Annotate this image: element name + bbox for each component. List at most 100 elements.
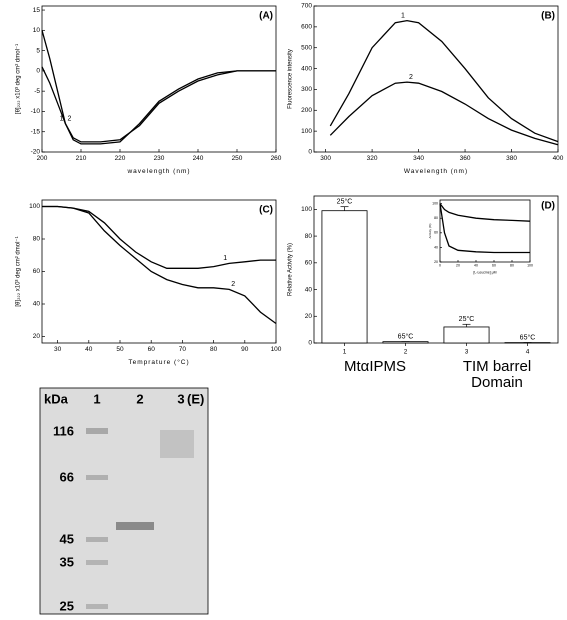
gel-panel: kDa 1 2 3 (E) 116 66 45 35 25 bbox=[39, 387, 209, 615]
bar bbox=[321, 210, 368, 344]
series-label: 2 bbox=[409, 74, 413, 81]
y-axis-label: [θ]₂₂₂ x10³ deg cm² dmol⁻¹ bbox=[16, 236, 22, 306]
marker-band bbox=[86, 560, 108, 565]
chart-panel: 20 40 60 80 100 (C) [θ]₂₂₂ x10³ deg cm² dmol⁻¹… bbox=[16, 199, 282, 366]
y-tick-label: 60 bbox=[434, 231, 438, 235]
y-tick-label: 0 bbox=[308, 340, 312, 347]
y-tick-label: 20 bbox=[305, 313, 313, 320]
x-tick-label: 60 bbox=[492, 263, 496, 267]
y-tick-label: 20 bbox=[33, 333, 41, 340]
data-line bbox=[42, 205, 276, 269]
x-tick-label: 40 bbox=[474, 263, 478, 267]
marker-band bbox=[86, 428, 108, 434]
y-axis-label: Relative Activity (%) bbox=[288, 243, 294, 296]
x-tick-label: 70 bbox=[179, 346, 187, 353]
y-tick-label: 400 bbox=[301, 65, 312, 72]
data-line bbox=[42, 205, 277, 325]
bar-label: 25°C bbox=[459, 315, 475, 323]
x-tick-label: 340 bbox=[413, 155, 424, 162]
axes-frame bbox=[313, 195, 559, 344]
x-tick-label: 4 bbox=[526, 349, 530, 356]
x-tick-label: 240 bbox=[193, 155, 204, 162]
x-tick-label: 0 bbox=[439, 263, 441, 267]
gel-lane-label: 2 bbox=[136, 391, 143, 406]
y-tick-label: 15 bbox=[33, 7, 41, 14]
x-tick-label: 3 bbox=[465, 349, 469, 356]
axes-frame bbox=[41, 199, 277, 344]
gel-marker: 35 bbox=[60, 554, 74, 569]
x-tick-label: 210 bbox=[76, 155, 87, 162]
group-label: Domain bbox=[471, 374, 523, 391]
y-tick-label: 40 bbox=[434, 245, 438, 249]
series-label: 1 bbox=[401, 12, 405, 19]
axes-frame bbox=[439, 199, 531, 263]
x-tick-label: 90 bbox=[241, 346, 249, 353]
data-line bbox=[41, 30, 276, 145]
y-tick-label: 80 bbox=[434, 216, 438, 220]
y-tick-label: 80 bbox=[305, 233, 313, 240]
x-tick-label: 80 bbox=[510, 263, 514, 267]
group-label: TIM barrel bbox=[463, 358, 531, 375]
y-tick-label: 60 bbox=[33, 268, 41, 275]
y-tick-label: 40 bbox=[305, 286, 313, 293]
marker-band bbox=[86, 604, 108, 609]
x-tick-label: 1 bbox=[343, 349, 347, 356]
x-axis-label: [L-Leucine] μM bbox=[473, 270, 496, 274]
x-axis-label: Wavelength (nm) bbox=[404, 168, 468, 175]
y-axis-label: Activity (%) bbox=[428, 223, 432, 238]
y-tick-label: 600 bbox=[301, 24, 312, 31]
x-tick-label: 360 bbox=[460, 155, 471, 162]
y-tick-label: 20 bbox=[434, 260, 438, 264]
y-tick-label: -5 bbox=[34, 88, 40, 95]
y-tick-label: 300 bbox=[301, 86, 312, 93]
y-tick-label: -20 bbox=[31, 149, 41, 156]
x-tick-label: 230 bbox=[154, 155, 165, 162]
gel-marker: 116 bbox=[53, 423, 74, 438]
protein-smear bbox=[160, 430, 194, 458]
panel-title: (A) bbox=[259, 11, 273, 22]
x-tick-label: 40 bbox=[85, 346, 93, 353]
y-tick-label: 500 bbox=[301, 44, 312, 51]
x-tick-label: 50 bbox=[116, 346, 124, 353]
series-label: 1 bbox=[59, 115, 63, 122]
chart-panel: 0 100 200 300 400 500 600 700 (B) Fluorescence in… bbox=[288, 3, 564, 176]
x-tick-label: 2 bbox=[404, 349, 408, 356]
data-line bbox=[41, 66, 276, 143]
y-tick-label: -10 bbox=[31, 108, 41, 115]
series-label: 2 bbox=[231, 281, 235, 288]
gel-marker: 66 bbox=[60, 469, 74, 484]
x-tick-label: 320 bbox=[367, 155, 378, 162]
gel-image bbox=[39, 387, 209, 615]
x-tick-label: 220 bbox=[115, 155, 126, 162]
chart-panel: -20 -15 -10 -5 0 5 10 15 (A) [θ]₂₂₂ x10³ deg cm² … bbox=[16, 5, 282, 175]
y-tick-label: 100 bbox=[29, 203, 40, 210]
bar bbox=[443, 326, 490, 344]
y-tick-label: 60 bbox=[305, 260, 313, 267]
y-tick-label: 100 bbox=[301, 128, 312, 135]
x-tick-label: 400 bbox=[553, 155, 564, 162]
x-axis-label: Temprature (°C) bbox=[128, 358, 189, 366]
gel-marker: 25 bbox=[60, 598, 74, 613]
x-tick-label: 20 bbox=[456, 263, 460, 267]
y-tick-label: 100 bbox=[432, 202, 438, 206]
marker-band bbox=[86, 475, 108, 480]
y-tick-label: 40 bbox=[33, 301, 41, 308]
x-tick-label: 260 bbox=[271, 155, 282, 162]
marker-band bbox=[86, 537, 108, 542]
x-tick-label: 30 bbox=[54, 346, 62, 353]
data-line bbox=[439, 203, 530, 254]
y-tick-label: 200 bbox=[301, 107, 312, 114]
gel-marker: 45 bbox=[60, 531, 74, 546]
data-line bbox=[329, 19, 559, 143]
panel-title: (D) bbox=[541, 201, 555, 212]
y-tick-label: -15 bbox=[31, 128, 41, 135]
x-axis-label: wavelength (nm) bbox=[126, 168, 190, 175]
data-line bbox=[329, 81, 559, 146]
bar-label: 65°C bbox=[520, 333, 536, 341]
x-tick-label: 380 bbox=[506, 155, 517, 162]
data-line bbox=[439, 203, 531, 222]
protein-band bbox=[116, 522, 154, 530]
y-tick-label: 0 bbox=[36, 68, 40, 75]
